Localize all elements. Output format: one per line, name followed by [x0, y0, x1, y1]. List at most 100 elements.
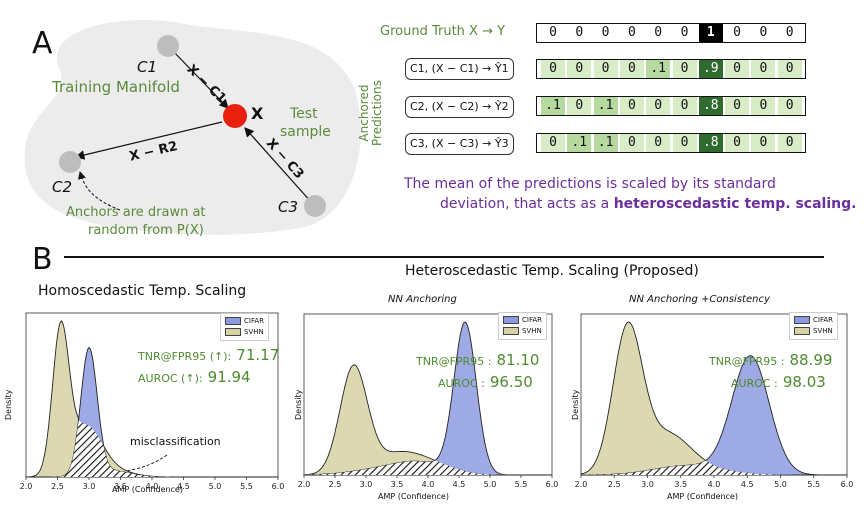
c1-label: C1	[137, 58, 158, 76]
chart-2-legend: CIFAR SVHN	[498, 312, 547, 340]
chart-1-ylabel: Density	[4, 389, 13, 420]
x-tick-label: 5.5	[515, 480, 528, 489]
x-tick-label: 4.0	[146, 482, 159, 491]
prediction-2-row	[536, 96, 806, 116]
x-label: X	[251, 104, 264, 123]
x-tick-label: 4.5	[453, 480, 466, 489]
x-tick-label: 3.0	[360, 480, 373, 489]
manifold-diagram	[24, 20, 361, 235]
anchors-dashed-arrow	[78, 171, 121, 211]
svhn-legend-label: SVHN	[813, 327, 833, 335]
x-tick-label: 5.5	[807, 480, 820, 489]
x-tick-label: 3.5	[114, 482, 127, 491]
prediction-cell: 0	[619, 134, 644, 152]
x-tick-label: 2.0	[20, 482, 33, 491]
prediction-cell: 0	[777, 97, 802, 115]
tnr-label: TNR@FPR95 (↑):	[138, 350, 232, 363]
auroc-value: 91.94	[207, 368, 251, 386]
tnr-label: TNR@FPR95 :	[416, 355, 492, 368]
misclassification-label: misclassification	[130, 435, 221, 448]
auroc-value: 96.50	[489, 373, 533, 391]
x-tick-label: 4.0	[422, 480, 435, 489]
chart-nn-anchoring-consistency: 2.0 2.5 3.0 3.5 4.0 4.5 5.0 5.5 6.0 NN Anchoring…	[567, 292, 855, 505]
prediction-cell: 0	[751, 134, 776, 152]
chart-3-auroc: AUROC : 98.03	[731, 372, 826, 391]
x-tick-label: 6.0	[272, 482, 285, 491]
auroc-value: 98.03	[782, 373, 826, 391]
caption-line-2: deviation, that acts as a heteroscedasti…	[440, 196, 856, 212]
cifar-legend-label: CIFAR	[813, 316, 833, 324]
x-tick-label: 5.5	[240, 482, 253, 491]
svhn-swatch	[503, 327, 519, 335]
homo-title: Homoscedastic Temp. Scaling	[38, 283, 247, 299]
chart-1-svg: 2.0 2.5 3.0 3.5 4.0 4.5 5.0 5.5 6.0	[20, 312, 285, 491]
prediction-cell: 0	[619, 97, 644, 115]
ground-truth-cell: 0	[575, 25, 584, 40]
prediction-cell: 0	[777, 60, 802, 78]
edge-c1	[171, 49, 229, 109]
tnr-value: 81.10	[496, 351, 540, 369]
overlap-hatch	[581, 460, 847, 475]
legend-item-cifar: CIFAR	[225, 316, 264, 327]
x-tick-label: 2.5	[608, 480, 621, 489]
x-tick-label: 2.5	[51, 482, 64, 491]
chart-1-legend: CIFAR SVHN	[220, 313, 269, 341]
x-tick-label: 3.0	[83, 482, 96, 491]
prediction-1-formula: C1, (X − C1) → Ŷ1	[405, 58, 514, 80]
prediction-cell: 0	[646, 97, 671, 115]
tnr-value: 71.17	[236, 346, 280, 364]
auroc-label: AUROC :	[438, 377, 485, 390]
x-tick-label: 4.5	[741, 480, 754, 489]
legend-item-cifar: CIFAR	[794, 315, 833, 326]
anchored-predictions-l2: Predictions	[370, 80, 384, 146]
prediction-cell: 0	[646, 134, 671, 152]
prediction-cell: 0	[725, 60, 750, 78]
caption-highlight: heteroscedastic temp. scaling.	[613, 196, 857, 212]
prediction-cell: 0	[672, 97, 697, 115]
caption-line-2a: deviation, that acts as a	[440, 196, 614, 212]
anchored-predictions-label: Anchored Predictions	[357, 80, 384, 146]
prediction-cell: 0	[672, 134, 697, 152]
prediction-cell: 0	[672, 60, 697, 78]
prediction-cell: .1	[593, 97, 618, 115]
anchor-c2-node	[59, 151, 81, 173]
ground-truth-cell: 0	[680, 25, 689, 40]
prediction-cell: 0	[541, 134, 565, 152]
chart-1-tnr: TNR@FPR95 (↑): 71.17	[138, 345, 279, 364]
x-tick-label: 2.0	[575, 480, 588, 489]
auroc-label: AUROC :	[731, 377, 778, 390]
prediction-cell: 0	[593, 60, 618, 78]
legend-item-cifar: CIFAR	[503, 315, 542, 326]
prediction-cell: 0	[751, 60, 776, 78]
cifar-swatch	[794, 316, 810, 324]
x-tick-label: 3.5	[674, 480, 687, 489]
anchor-c1-node	[157, 35, 179, 57]
chart-1-auroc: AUROC (↑): 91.94	[138, 367, 251, 386]
prediction-1-row	[536, 59, 806, 79]
svhn-swatch	[794, 327, 810, 335]
chart-2-ylabel: Density	[294, 389, 303, 420]
prediction-cell: .1	[646, 60, 671, 78]
prediction-cell: 0	[751, 97, 776, 115]
prediction-cell: .1	[593, 134, 618, 152]
misclassification-arrow	[125, 454, 168, 472]
ground-truth-cell: 0	[601, 25, 610, 40]
chart-3-svg: 2.0 2.5 3.0 3.5 4.0 4.5 5.0 5.5 6.0	[575, 313, 853, 489]
chart-2-title: NN Anchoring	[388, 294, 457, 305]
tnr-value: 88.99	[789, 351, 833, 369]
caption-line-1: The mean of the predictions is scaled by…	[404, 176, 776, 192]
chart-homoscedastic: 2.0 2.5 3.0 3.5 4.0 4.5 5.0 5.5 6.0 CIFAR SVHN T…	[2, 305, 292, 505]
ground-truth-cell: 0	[733, 25, 741, 40]
chart-1-xlabel: AMP (Confidence)	[112, 485, 183, 494]
hetero-title: Heteroscedastic Temp. Scaling (Proposed)	[405, 263, 699, 279]
panel-b-letter: B	[32, 242, 53, 277]
chart-3-ylabel: Density	[571, 389, 580, 420]
ground-truth-cell: 0	[654, 25, 663, 40]
legend-item-svhn: SVHN	[503, 326, 542, 337]
legend-item-svhn: SVHN	[225, 327, 264, 338]
ground-truth-cell: 0	[549, 25, 557, 40]
chart-3-legend: CIFAR SVHN	[789, 312, 838, 340]
prediction-cell: .1	[567, 134, 592, 152]
svhn-swatch	[225, 328, 241, 336]
anchors-note-l2: random from P(X)	[88, 223, 204, 238]
